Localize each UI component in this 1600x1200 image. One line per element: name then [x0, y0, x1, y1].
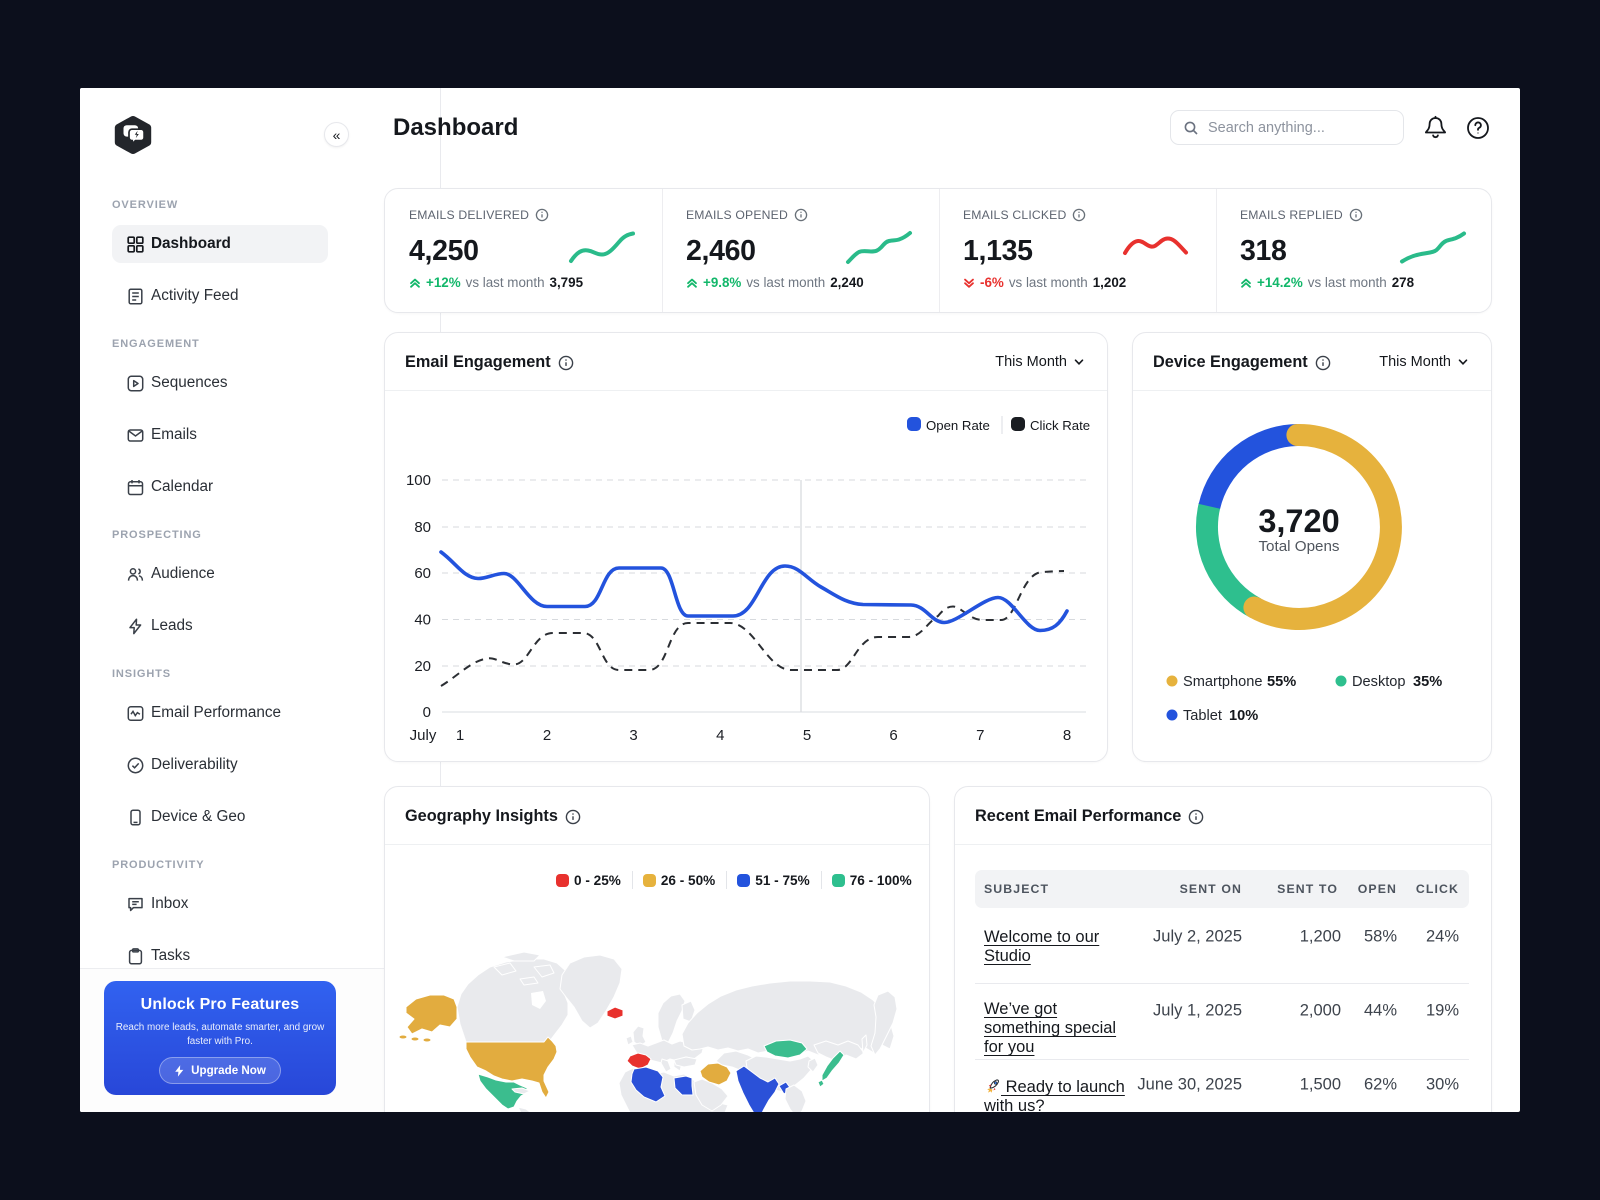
svg-text:60: 60 — [414, 565, 431, 582]
svg-text:8: 8 — [1063, 727, 1071, 744]
svg-text:Desktop: Desktop — [1352, 674, 1406, 690]
svg-text:40: 40 — [414, 612, 431, 629]
svg-text:35%: 35% — [1413, 674, 1442, 690]
svg-text:Smartphone: Smartphone — [1183, 674, 1263, 690]
svg-text:100: 100 — [406, 472, 431, 489]
svg-text:4: 4 — [716, 727, 724, 744]
svg-text:Total Opens: Total Opens — [1258, 538, 1339, 555]
svg-text:3,720: 3,720 — [1258, 503, 1339, 539]
svg-text:6: 6 — [889, 727, 897, 744]
svg-text:10%: 10% — [1229, 708, 1258, 724]
svg-text:80: 80 — [414, 519, 431, 536]
svg-text:20: 20 — [414, 658, 431, 675]
svg-text:1: 1 — [456, 727, 464, 744]
svg-text:5: 5 — [803, 727, 811, 744]
svg-text:Tablet: Tablet — [1183, 708, 1222, 724]
svg-text:Open Rate: Open Rate — [926, 418, 990, 433]
svg-text:July: July — [410, 727, 437, 744]
svg-text:3: 3 — [629, 727, 637, 744]
svg-text:Click Rate: Click Rate — [1030, 418, 1090, 433]
svg-text:0: 0 — [423, 704, 431, 721]
svg-text:2: 2 — [543, 727, 551, 744]
svg-text:7: 7 — [976, 727, 984, 744]
svg-text:55%: 55% — [1267, 674, 1296, 690]
